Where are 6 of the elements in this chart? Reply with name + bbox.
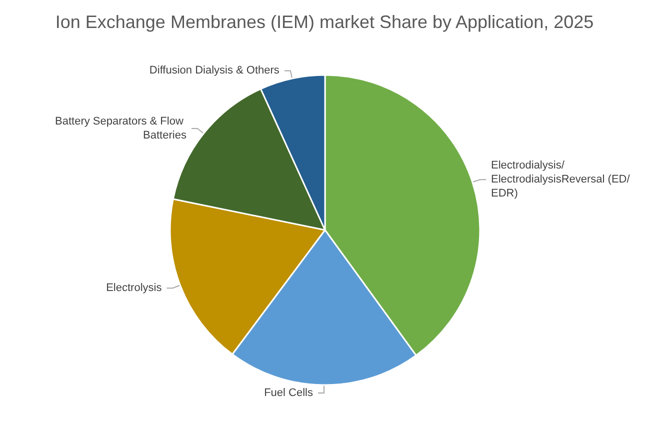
slice-label: Fuel Cells [264,386,314,399]
slice-label: Electrolysis [106,282,162,294]
slice-label: Electrodialysis/ ElectrodialysisReversal (ED/EDR) [491,160,631,200]
slice-label: Battery Separators & Flow Batteries [55,115,187,142]
chart-title: Ion Exchange Membranes (IEM) market Share by Application, 2025 [55,12,594,32]
slice-label: Diffusion Dialysis & Others [149,64,280,77]
